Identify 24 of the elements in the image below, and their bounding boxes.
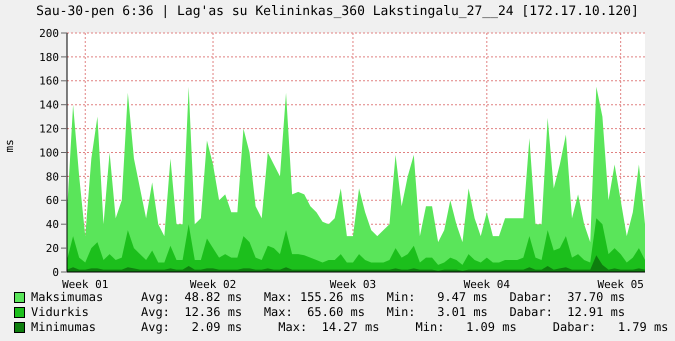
- legend-label: Minimumas: [31, 320, 98, 335]
- text: Avg: 2.09 ms Max: 14.27 ms Min: 1.09 ms Dabar: 1.79 ms: [141, 320, 668, 335]
- legend-label: Vidurkis: [31, 305, 90, 320]
- y-tick-label: 60: [46, 194, 59, 208]
- x-tick-label: Week 04: [464, 278, 510, 291]
- legend-label: Maksimumas: [31, 290, 104, 305]
- text: Avg: 48.82 ms Max: 155.26 ms Min: 9.47 ms Dabar: 37.70 ms: [141, 290, 626, 305]
- x-tick-label: Week 05: [597, 278, 644, 291]
- y-tick-label: 40: [46, 218, 59, 232]
- y-tick-label: 140: [39, 98, 59, 112]
- y-tick-label: 160: [39, 74, 59, 88]
- y-tick-label: 100: [39, 146, 59, 160]
- y-axis-title: ms: [2, 139, 16, 152]
- x-tick-label: Week 02: [190, 278, 236, 291]
- text: Avg: 12.36 ms Max: 65.60 ms Min: 3.01 ms Dabar: 12.91 ms: [141, 305, 626, 320]
- y-tick-label: 0: [52, 266, 59, 279]
- chart-title: Sau-30-pen 6:36 | Lag'as su Kelininkas_360 Lakstingalu_27__24 [172.17.10.120]: [35, 4, 640, 19]
- x-tick-label: Week 01: [62, 278, 108, 291]
- x-tick-label: Week 03: [330, 278, 376, 291]
- y-tick-label: 20: [46, 242, 59, 256]
- y-tick-label: 200: [39, 26, 59, 40]
- y-tick-label: 180: [39, 50, 59, 64]
- y-tick-label: 80: [46, 170, 59, 184]
- y-tick-label: 120: [39, 122, 59, 136]
